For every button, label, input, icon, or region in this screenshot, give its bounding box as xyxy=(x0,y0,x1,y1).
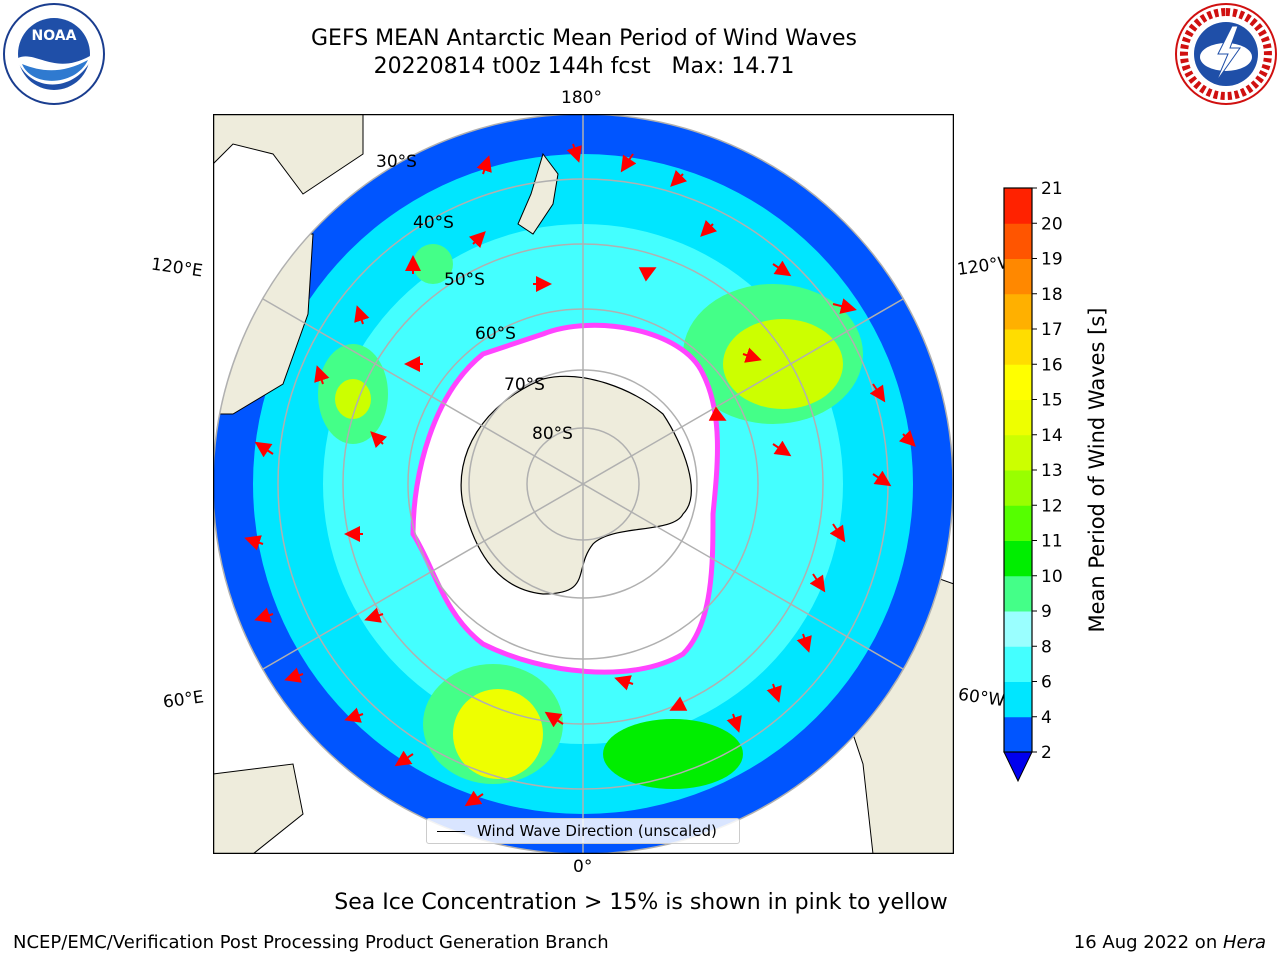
colorbar-tick-label: 13 xyxy=(1041,461,1063,481)
chart-subtitle: 20220814 t00z 144h fcst Max: 14.71 xyxy=(373,54,795,79)
legend-label: Wind Wave Direction (unscaled) xyxy=(477,822,717,840)
colorbar-tick-label: 4 xyxy=(1041,708,1052,728)
lat-label-80s: 80°S xyxy=(532,424,573,444)
colorbar-cell xyxy=(1004,575,1032,612)
lon-label-0: 0° xyxy=(573,857,593,877)
footer-organization: NCEP/EMC/Verification Post Processing Pr… xyxy=(13,932,609,953)
lon-label-180: 180° xyxy=(561,88,602,108)
map-legend: Wind Wave Direction (unscaled) xyxy=(426,818,740,844)
lat-label-30s: 30°S xyxy=(376,152,417,172)
colorbar-cell xyxy=(1004,505,1032,541)
noaa-seal-icon: NOAA xyxy=(3,3,105,105)
colorbar-tick-label: 18 xyxy=(1041,285,1063,305)
colorbar-cell xyxy=(1004,434,1032,471)
colorbar-tick-label: 9 xyxy=(1041,602,1052,622)
sea-ice-note: Sea Ice Concentration > 15% is shown in … xyxy=(334,890,948,915)
colorbar-tick-label: 8 xyxy=(1041,637,1052,657)
colorbar-title: Mean Period of Wind Waves [s] xyxy=(1085,307,1109,633)
australia-land-topleft xyxy=(213,114,364,195)
colorbar-cell xyxy=(1004,540,1032,577)
noaa-logo-text: NOAA xyxy=(32,28,77,44)
colorbar-cell xyxy=(1004,188,1032,224)
colorbar-tick-label: 20 xyxy=(1041,214,1063,234)
colorbar-tick-label: 12 xyxy=(1041,496,1063,516)
colorbar-cell xyxy=(1004,681,1032,718)
polar-map xyxy=(213,114,954,854)
colorbar-cell xyxy=(1004,364,1032,400)
colorbar-tick-label: 15 xyxy=(1041,391,1063,411)
footer-date-text: 16 Aug 2022 on xyxy=(1073,932,1223,953)
footer-machine: Hera xyxy=(1222,932,1266,953)
colorbar: 2 4 6 8 9 10 11 12 13 14 15 16 17 18 19 20 21 xyxy=(1003,179,1063,783)
lat-label-50s: 50°S xyxy=(444,270,485,290)
colorbar-cell xyxy=(1004,329,1032,365)
colorbar-cell xyxy=(1004,646,1032,682)
colorbar-tick-label: 2 xyxy=(1041,743,1052,763)
chart-title: GEFS MEAN Antarctic Mean Period of Wind … xyxy=(311,26,857,51)
lat-label-40s: 40°S xyxy=(413,213,454,233)
colorbar-tick-label: 16 xyxy=(1041,355,1063,375)
colorbar-cell xyxy=(1004,293,1032,330)
legend-line-swatch xyxy=(437,831,465,832)
nws-seal-icon xyxy=(1175,3,1277,105)
colorbar-tick-label: 10 xyxy=(1041,567,1063,587)
colorbar-cell xyxy=(1004,399,1032,436)
colorbar-under-triangle xyxy=(1003,751,1033,783)
colorbar-tick-label: 6 xyxy=(1041,673,1052,693)
colorbar-cell xyxy=(1004,611,1032,647)
antarctica-land xyxy=(460,375,692,595)
colorbar-tick-label: 14 xyxy=(1041,426,1063,446)
colorbar-tick-label: 19 xyxy=(1041,250,1063,270)
colorbar-tick-label: 17 xyxy=(1041,320,1063,340)
colorbar-cell xyxy=(1004,716,1032,753)
colorbar-tick-label: 21 xyxy=(1041,179,1063,199)
colorbar-tick-label: 11 xyxy=(1041,532,1063,552)
new-zealand-land xyxy=(517,152,559,235)
wave-direction-arrows xyxy=(244,143,916,807)
colorbar-cell xyxy=(1004,223,1032,259)
lat-label-70s: 70°S xyxy=(504,375,545,395)
lon-label-120e: 120°E xyxy=(149,254,204,282)
africa-land-bottomleft xyxy=(213,763,304,854)
lat-label-60s: 60°S xyxy=(475,324,516,344)
lon-label-60e: 60°E xyxy=(161,687,206,713)
colorbar-cell xyxy=(1004,470,1032,506)
colorbar-cell xyxy=(1004,258,1032,295)
footer-date: 16 Aug 2022 on Hera xyxy=(1074,932,1266,953)
